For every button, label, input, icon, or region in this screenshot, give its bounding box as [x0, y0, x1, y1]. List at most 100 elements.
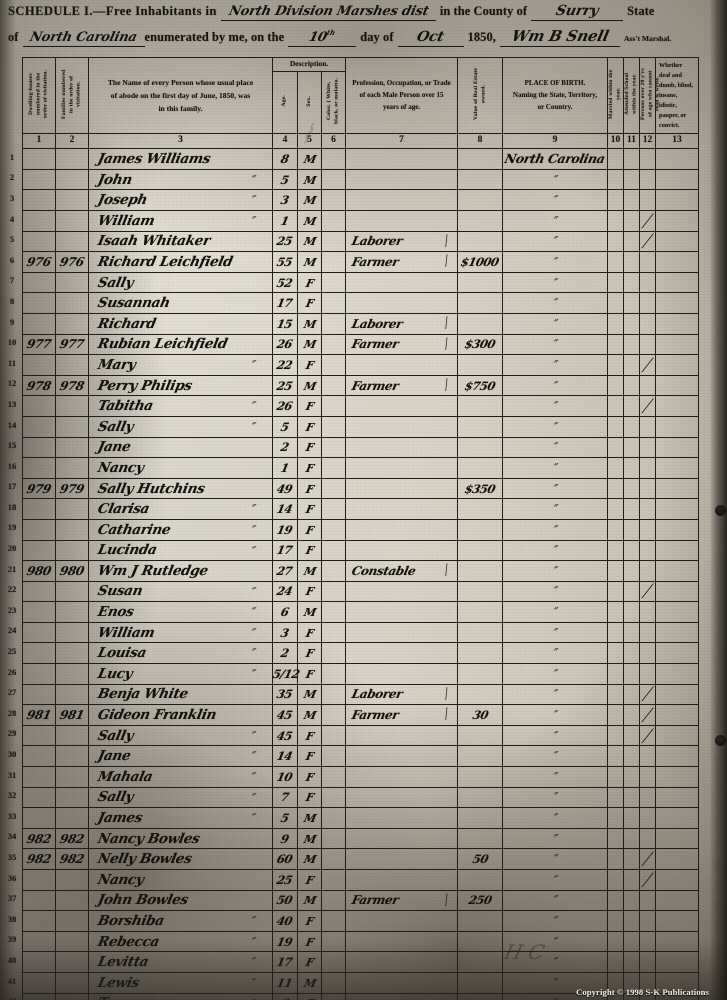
ditto-mark: ″: [248, 502, 257, 517]
table-row[interactable]: Lucy ″ 5/12 F ″: [22, 663, 700, 685]
table-row[interactable]: Nancy 25 F ″ ╱: [22, 869, 700, 891]
cell-cannot-read-write: [639, 457, 657, 479]
cell-married-within-year: [607, 560, 625, 582]
table-row[interactable]: 980 980 Wm J Rutledge 27 M Constable | ″: [22, 560, 700, 582]
table-row[interactable]: Lucinda ″ 17 F ″: [22, 539, 700, 562]
cell-attended-school: [623, 251, 641, 273]
cell-attended-school: [623, 807, 641, 829]
table-row[interactable]: Sally ″ 5 F ″: [22, 415, 700, 438]
cell-cannot-read-write: [639, 766, 657, 788]
cell-family-number: [55, 642, 89, 665]
table-row[interactable]: 982 982 Nelly Bowles 60 M 50 ″ ╱: [22, 848, 700, 870]
table-row[interactable]: Isaah Whitaker 25 M Laborer | ″ ╱: [22, 230, 700, 253]
table-row[interactable]: Richard 15 M Laborer | ″: [22, 312, 700, 335]
ditto-mark: ″: [248, 399, 257, 414]
table-row[interactable]: 976 976 Richard Leichfield 55 M Farmer | $1000 ″: [22, 251, 700, 273]
table-row[interactable]: James ″ 5 M ″: [22, 807, 700, 829]
cell-dwelling-number: [22, 766, 56, 788]
cell-color: [320, 271, 347, 294]
cell-occupation: [345, 518, 459, 541]
occupation-brace: |: [444, 232, 449, 248]
ditto-mark: ″: [551, 172, 559, 187]
cell-family-number: [55, 663, 89, 685]
cell-person-name: Jane ″: [88, 745, 273, 768]
table-row[interactable]: 982 982 Nancy Bowles 9 M ″: [22, 827, 700, 850]
check-mark: ╱: [641, 707, 654, 723]
cell-dwelling-number: 976: [22, 251, 56, 273]
cell-family-number: [55, 992, 89, 1000]
cell-birthplace: ″: [502, 869, 609, 891]
cell-age: 5/12: [272, 663, 301, 685]
table-row[interactable]: William ″ 1 M ″ ╱: [22, 210, 700, 232]
ditto-mark: ″: [248, 975, 257, 990]
cell-occupation: [345, 621, 459, 644]
cell-sex: F: [297, 663, 322, 685]
table-row[interactable]: Sally ″ 7 F ″: [22, 786, 700, 809]
cell-birthplace: ″: [502, 189, 609, 211]
table-row[interactable]: Susannah 17 F ″: [22, 292, 700, 314]
cell-real-estate-value: [457, 498, 504, 520]
cell-married-within-year: [607, 210, 625, 232]
table-row[interactable]: Louisa ″ 2 F ″: [22, 642, 700, 665]
ditto-mark: ″: [551, 440, 559, 455]
table-row[interactable]: Sally 52 F ″: [22, 271, 700, 294]
cell-color: [320, 189, 347, 211]
ditto-mark: ″: [551, 502, 559, 517]
table-row[interactable]: Mary ″ 22 F ″ ╱: [22, 354, 700, 376]
table-row[interactable]: Enos ″ 6 M ″: [22, 601, 700, 623]
table-row[interactable]: 979 979 Sally Hutchins 49 F $350 ″: [22, 477, 700, 500]
table-row[interactable]: James Williams 8 M North Carolina: [22, 148, 700, 170]
cell-infirmities: [655, 827, 700, 850]
table-row[interactable]: Catharine ″ 19 F ″: [22, 518, 700, 541]
table-row[interactable]: Levitta ″ 17 F ″: [22, 951, 700, 973]
cell-family-number: 980: [55, 560, 89, 582]
cell-attended-school: [623, 663, 641, 685]
table-row[interactable]: Borshiba ″ 40 F ″: [22, 910, 700, 932]
table-row[interactable]: Tabitha ″ 26 F ″ ╱: [22, 395, 700, 417]
table-row[interactable]: William ″ 3 F ″: [22, 621, 700, 644]
table-row[interactable]: Joseph ″ 3 M ″: [22, 189, 700, 211]
cell-family-number: [55, 498, 89, 520]
table-row[interactable]: Susan ″ 24 F ″ ╱: [22, 580, 700, 603]
cell-sex: M: [297, 704, 322, 726]
cell-occupation: Farmer |: [345, 704, 459, 726]
table-row[interactable]: Sally ″ 45 F ″ ╱: [22, 724, 700, 747]
cell-dwelling-number: [22, 786, 56, 809]
table-row[interactable]: John ″ 5 M ″: [22, 168, 700, 191]
table-row[interactable]: Benja White 35 M Laborer | ″ ╱: [22, 683, 700, 706]
table-row[interactable]: Jane ″ 14 F ″: [22, 745, 700, 768]
table-row[interactable]: Clarisa ″ 14 F ″: [22, 498, 700, 520]
table-row[interactable]: Rebecca ″ 19 F ″: [22, 930, 700, 953]
cell-real-estate-value: 250: [457, 889, 504, 912]
cell-cannot-read-write: [639, 560, 657, 582]
month-value: Oct: [415, 29, 446, 45]
ditto-mark: ″: [551, 749, 559, 764]
cell-dwelling-number: [22, 580, 56, 603]
cell-cannot-read-write: [639, 251, 657, 273]
table-row[interactable]: 978 978 Perry Philips 25 M Farmer | $750 ″: [22, 374, 700, 397]
occupation-brace: |: [444, 685, 449, 701]
cell-married-within-year: [607, 827, 625, 850]
cell-real-estate-value: [457, 312, 504, 335]
cell-age: 45: [272, 704, 298, 726]
cell-sex: M: [297, 210, 322, 232]
table-row[interactable]: 977 977 Rubian Leichfield 26 M Farmer | $300 ″: [22, 333, 700, 356]
cell-family-number: 982: [55, 848, 89, 870]
cell-sex: F: [297, 539, 322, 562]
cell-occupation: Farmer |: [345, 889, 459, 912]
cell-real-estate-value: [457, 786, 504, 809]
cell-occupation: [345, 951, 459, 973]
cell-color: [320, 786, 347, 809]
cell-cannot-read-write: [639, 539, 657, 562]
table-row[interactable]: Jane 2 F ″: [22, 436, 700, 459]
ditto-mark: ″: [551, 296, 559, 311]
table-row[interactable]: Nancy 1 F ″: [22, 457, 700, 479]
table-row[interactable]: Mahala ″ 10 F ″: [22, 766, 700, 788]
table-row[interactable]: John Bowles 50 M Farmer | 250 ″: [22, 889, 700, 912]
table-row[interactable]: 981 981 Gideon Franklin 45 M Farmer | 30 ″ ╱: [22, 704, 700, 726]
cell-dwelling-number: [22, 930, 56, 953]
cell-attended-school: [623, 910, 641, 932]
colnum-4: 4: [272, 133, 298, 150]
cell-color: [320, 518, 347, 541]
cell-cannot-read-write: [639, 415, 657, 438]
